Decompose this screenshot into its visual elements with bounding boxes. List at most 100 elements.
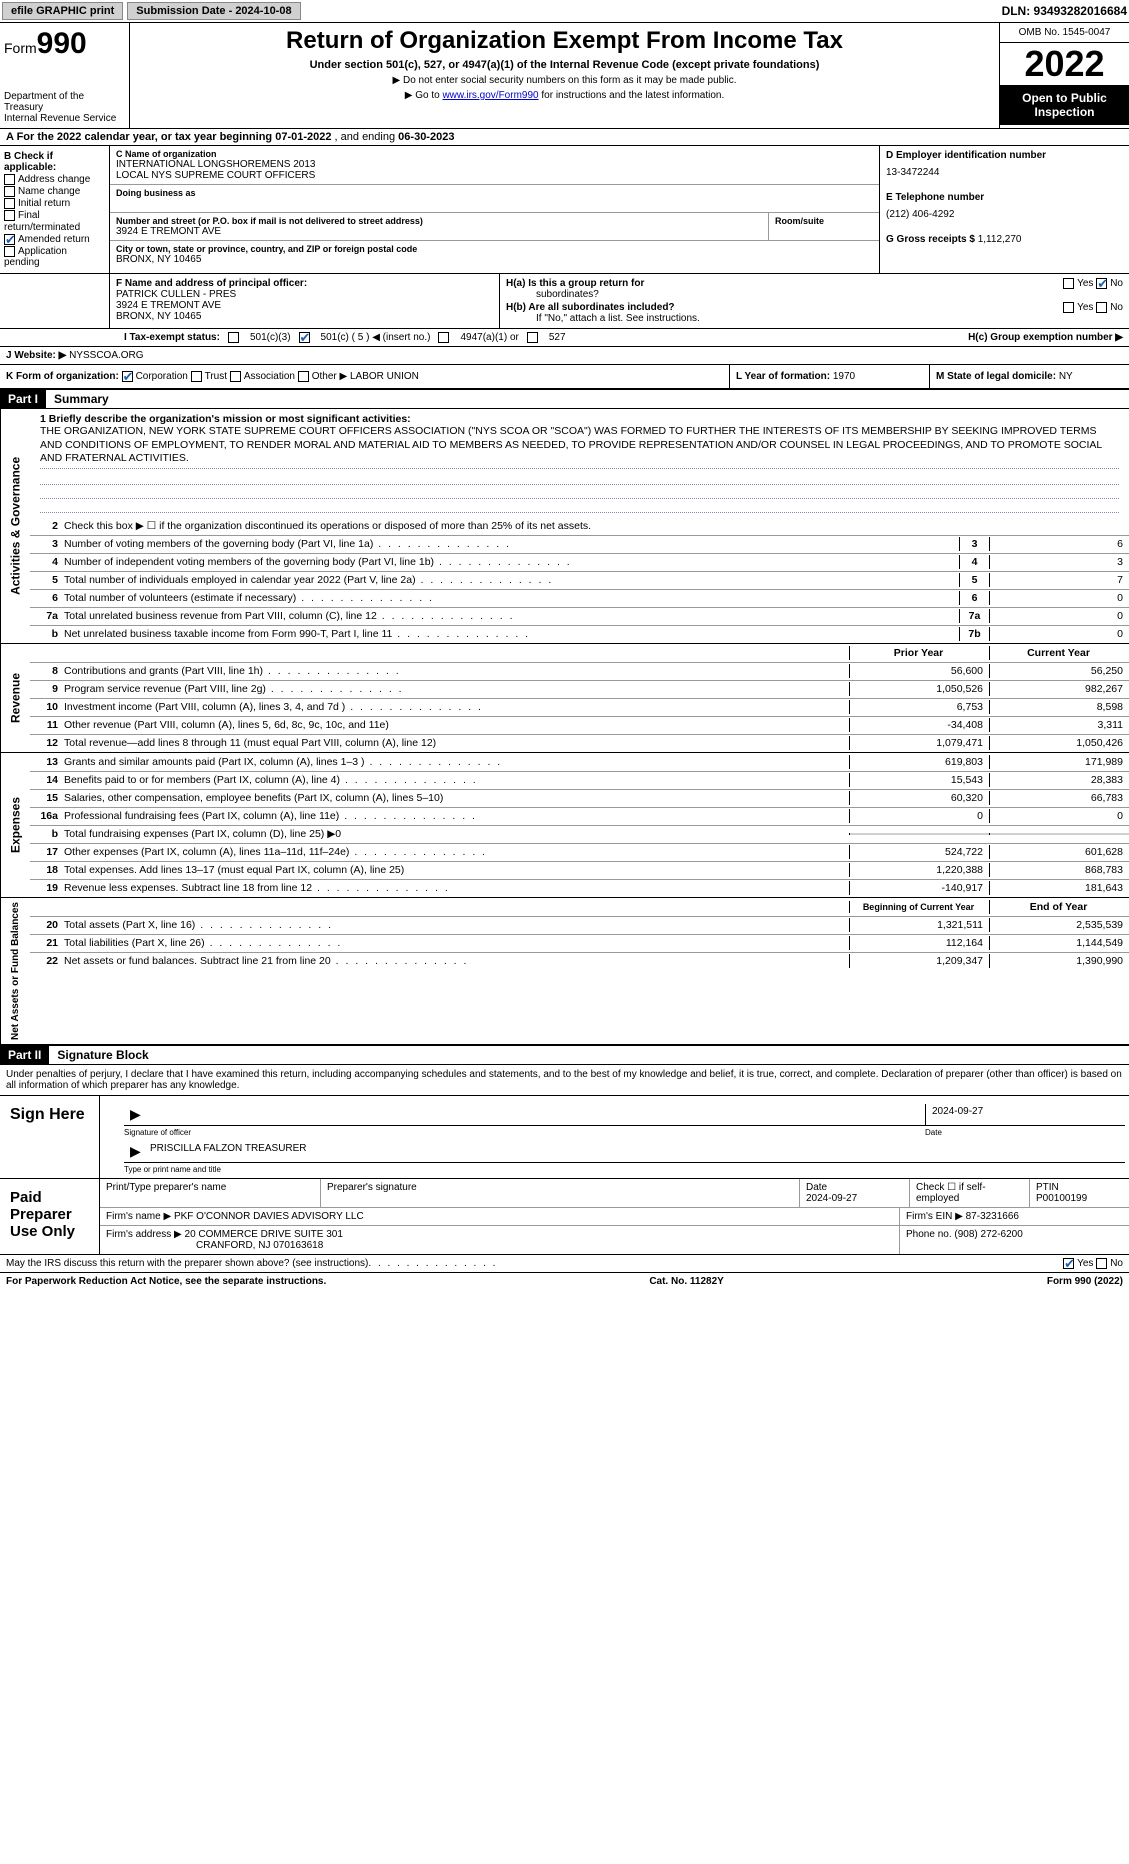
firm-addr2: CRANFORD, NJ 070163618 — [196, 1240, 323, 1251]
l16a-d: Professional fundraising fees (Part IX, … — [64, 810, 339, 822]
cb-corp[interactable] — [122, 371, 133, 382]
l10-p: 6,753 — [849, 700, 989, 714]
l13-c: 171,989 — [989, 755, 1129, 769]
officer-typed-name: PRISCILLA FALZON TREASURER — [144, 1141, 313, 1162]
b-addr: Address change — [18, 174, 90, 185]
activities-governance: Activities & Governance 1 Briefly descri… — [0, 409, 1129, 644]
q1-label: 1 Briefly describe the organization's mi… — [40, 413, 411, 425]
l8-d: Contributions and grants (Part VIII, lin… — [64, 665, 263, 677]
officer-city: BRONX, NY 10465 — [116, 311, 201, 322]
l8-c: 56,250 — [989, 664, 1129, 678]
row-a-mid: , and ending — [335, 131, 399, 143]
l3-n: 3 — [36, 538, 58, 550]
header-left: Form990 Department of the Treasury Inter… — [0, 23, 130, 128]
cb-amended-return[interactable] — [4, 234, 15, 245]
i-o1: 501(c)(3) — [250, 332, 291, 343]
ptin-val: P00100199 — [1036, 1193, 1087, 1204]
paid-preparer-label: Paid Preparer Use Only — [0, 1179, 100, 1254]
cb-501c[interactable] — [299, 332, 310, 343]
l10-n: 10 — [36, 701, 58, 713]
org-name-2: LOCAL NYS SUPREME COURT OFFICERS — [116, 170, 873, 181]
irs-link[interactable]: www.irs.gov/Form990 — [442, 90, 538, 101]
cb-other[interactable] — [298, 371, 309, 382]
cb-application-pending[interactable] — [4, 246, 15, 257]
tax-year-begin: 07-01-2022 — [275, 131, 331, 143]
cb-initial-return[interactable] — [4, 198, 15, 209]
discuss-text: May the IRS discuss this return with the… — [6, 1258, 368, 1269]
firm-ein-label: Firm's EIN ▶ — [906, 1211, 963, 1222]
l14-d: Benefits paid to or for members (Part IX… — [64, 774, 340, 786]
cb-527[interactable] — [527, 332, 538, 343]
form-number: 990 — [37, 27, 87, 60]
form-label: Form — [4, 40, 37, 56]
section-bcd: B Check if applicable: Address change Na… — [0, 146, 1129, 274]
l22-n: 22 — [36, 955, 58, 967]
ha-no[interactable] — [1096, 278, 1107, 289]
hc-label: H(c) Group exemption number ▶ — [968, 332, 1123, 343]
firm-addr1: 20 COMMERCE DRIVE SUITE 301 — [185, 1229, 343, 1240]
discuss-no-label: No — [1110, 1258, 1123, 1269]
l13-n: 13 — [36, 756, 58, 768]
cb-final-return[interactable] — [4, 210, 15, 221]
l18-p: 1,220,388 — [849, 863, 989, 877]
l14-c: 28,383 — [989, 773, 1129, 787]
l4-n: 4 — [36, 556, 58, 568]
form-header: Form990 Department of the Treasury Inter… — [0, 23, 1129, 129]
f-col: F Name and address of principal officer:… — [110, 274, 500, 328]
hb-no[interactable] — [1096, 302, 1107, 313]
i-o4: 527 — [549, 332, 566, 343]
k-label: K Form of organization: — [6, 371, 119, 382]
l6-v: 0 — [989, 591, 1129, 605]
l9-d: Program service revenue (Part VIII, line… — [64, 683, 266, 695]
discuss-yes[interactable] — [1063, 1258, 1074, 1269]
l7a-v: 0 — [989, 609, 1129, 623]
efile-button[interactable]: efile GRAPHIC print — [2, 2, 123, 20]
top-bar: efile GRAPHIC print Submission Date - 20… — [0, 0, 1129, 23]
firm-addr-label: Firm's address ▶ — [106, 1229, 182, 1240]
cb-trust[interactable] — [191, 371, 202, 382]
net-assets-section: Net Assets or Fund Balances Beginning of… — [0, 898, 1129, 1046]
l5-v: 7 — [989, 573, 1129, 587]
tel-val: (212) 406-4292 — [886, 209, 1123, 220]
l19-p: -140,917 — [849, 881, 989, 895]
ha-yes[interactable] — [1063, 278, 1074, 289]
prep-date: 2024-09-27 — [806, 1193, 857, 1204]
l15-n: 15 — [36, 792, 58, 804]
irs-label: Internal Revenue Service — [4, 113, 125, 124]
street-label: Number and street (or P.O. box if mail i… — [116, 216, 762, 226]
l16a-p: 0 — [849, 809, 989, 823]
row-klm: K Form of organization: Corporation Trus… — [0, 365, 1129, 390]
ha-sub: subordinates? — [536, 289, 599, 300]
submission-button[interactable]: Submission Date - 2024-10-08 — [127, 2, 300, 20]
l11-d: Other revenue (Part VIII, column (A), li… — [64, 719, 389, 731]
m-val: NY — [1059, 371, 1073, 382]
b-label: B Check if applicable: — [4, 151, 56, 173]
part1-num: Part I — [0, 390, 46, 408]
l9-p: 1,050,526 — [849, 682, 989, 696]
l4-c: 4 — [959, 555, 989, 569]
l21-n: 21 — [36, 937, 58, 949]
gross-label: G Gross receipts $ — [886, 234, 975, 245]
l15-d: Salaries, other compensation, employee b… — [64, 792, 443, 804]
k-assoc: Association — [244, 371, 295, 382]
l7b-c: 7b — [959, 627, 989, 641]
discuss-no[interactable] — [1096, 1258, 1107, 1269]
l22-d: Net assets or fund balances. Subtract li… — [64, 955, 331, 967]
phone-label: Phone no. — [906, 1229, 952, 1240]
website-val: NYSSCOA.ORG — [69, 350, 143, 361]
l22-c: 1,390,990 — [989, 954, 1129, 968]
form-footer: Form 990 (2022) — [1047, 1276, 1123, 1287]
cb-4947[interactable] — [438, 332, 449, 343]
cb-address-change[interactable] — [4, 174, 15, 185]
l18-c: 868,783 — [989, 863, 1129, 877]
cb-501c3[interactable] — [228, 332, 239, 343]
l16b-p-shade — [849, 833, 989, 835]
yes-1: Yes — [1077, 278, 1093, 289]
cb-name-change[interactable] — [4, 186, 15, 197]
hb-yes[interactable] — [1063, 302, 1074, 313]
cb-assoc[interactable] — [230, 371, 241, 382]
tax-year: 2022 — [1000, 43, 1129, 85]
vert-net-assets: Net Assets or Fund Balances — [0, 898, 30, 1044]
tax-year-end: 06-30-2023 — [398, 131, 454, 143]
vert-expenses: Expenses — [0, 753, 30, 897]
